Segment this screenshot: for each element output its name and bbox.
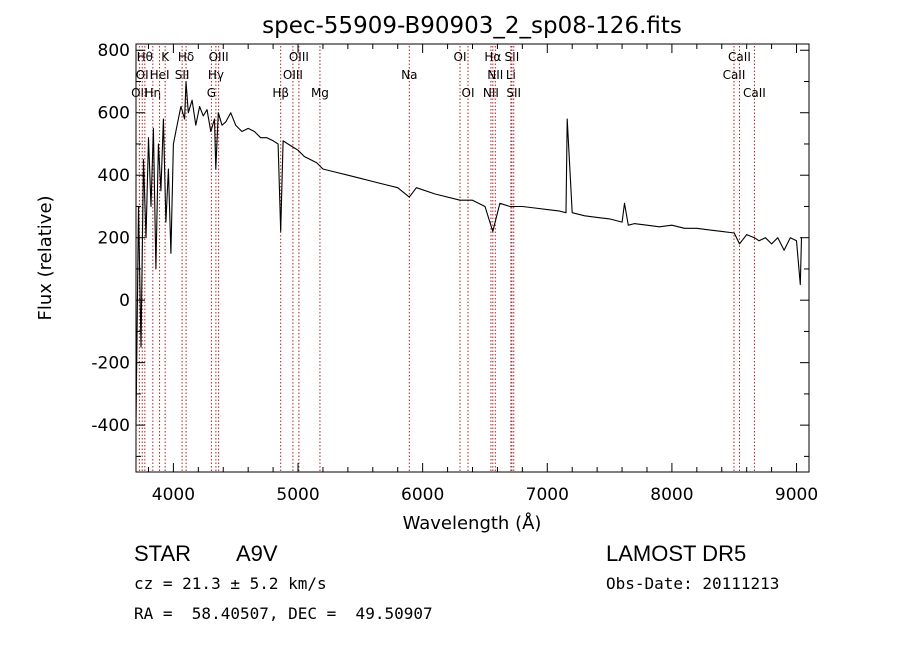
line-marker-label: OI	[454, 50, 467, 64]
line-marker-label: G	[207, 86, 216, 100]
x-tick-label: 8000	[650, 485, 693, 505]
line-marker-label: CaII	[743, 86, 766, 100]
x-tick-label: 4000	[152, 485, 195, 505]
y-axis: -400 -200 0 200 400 600 800	[91, 41, 809, 457]
y-axis-label: Flux (relative)	[35, 195, 56, 320]
survey-name: LAMOST DR5	[606, 541, 747, 566]
line-marker-label: CaII	[728, 50, 751, 64]
chart-title: spec-55909-B90903_2_sp08-126.fits	[262, 13, 682, 39]
x-tick-label: 9000	[775, 485, 818, 505]
line-marker-label: OIII	[209, 50, 229, 64]
line-marker-label: Hβ	[272, 86, 289, 100]
line-marker-label: SII	[175, 68, 190, 82]
line-marker-label: Hθ	[137, 50, 153, 64]
line-markers: OII OI Hθ Hη HeI K SII Hδ G Hγ OIII Hβ OIII OIII Mg Na O…	[131, 46, 766, 471]
line-marker-label: Hδ	[178, 50, 194, 64]
obs-date-text: Obs-Date: 20111213	[606, 574, 780, 593]
line-marker-label: Hη	[145, 86, 162, 100]
x-tick-label: 7000	[526, 485, 569, 505]
y-tick-label: 600	[98, 104, 130, 124]
line-marker-label: HeI	[150, 68, 170, 82]
line-marker-label: Hγ	[208, 68, 224, 82]
line-marker-label: Li	[506, 68, 516, 82]
plot-frame	[135, 43, 810, 473]
line-marker-label: Hα	[484, 50, 501, 64]
y-tick-label: -200	[91, 354, 130, 374]
line-marker-label: NII	[483, 86, 499, 100]
y-tick-label: 800	[98, 41, 130, 61]
line-marker-label: Mg	[311, 86, 329, 100]
line-marker-label: OI	[462, 86, 475, 100]
line-marker-label: SII	[505, 50, 520, 64]
spectrum-line	[135, 80, 803, 426]
x-axis: 4000 5000 6000 7000 8000 9000	[147, 44, 818, 505]
line-marker-label: CaII	[723, 68, 746, 82]
x-tick-label: 6000	[401, 485, 444, 505]
line-marker-label: OIII	[289, 50, 309, 64]
y-tick-label: 400	[98, 166, 130, 186]
line-marker-label: NII	[487, 68, 503, 82]
line-marker-label: OII	[131, 86, 148, 100]
x-tick-label: 5000	[276, 485, 319, 505]
object-class: STAR	[134, 541, 192, 566]
spectral-subclass: A9V	[236, 541, 278, 566]
series-layer	[135, 80, 803, 426]
line-marker-label: K	[161, 50, 170, 64]
line-marker-label: Na	[401, 68, 417, 82]
x-axis-label: Wavelength (Å)	[403, 512, 542, 534]
y-tick-label: 200	[98, 229, 130, 249]
coordinates-text: RA = 58.40507, DEC = 49.50907	[134, 604, 433, 623]
y-tick-label: 0	[119, 291, 130, 311]
line-marker-label: OIII	[283, 68, 303, 82]
line-marker-label: SII	[506, 86, 521, 100]
redshift-text: cz = 21.3 ± 5.2 km/s	[134, 574, 327, 593]
y-tick-label: -400	[91, 416, 130, 436]
line-marker-label: OI	[136, 68, 149, 82]
